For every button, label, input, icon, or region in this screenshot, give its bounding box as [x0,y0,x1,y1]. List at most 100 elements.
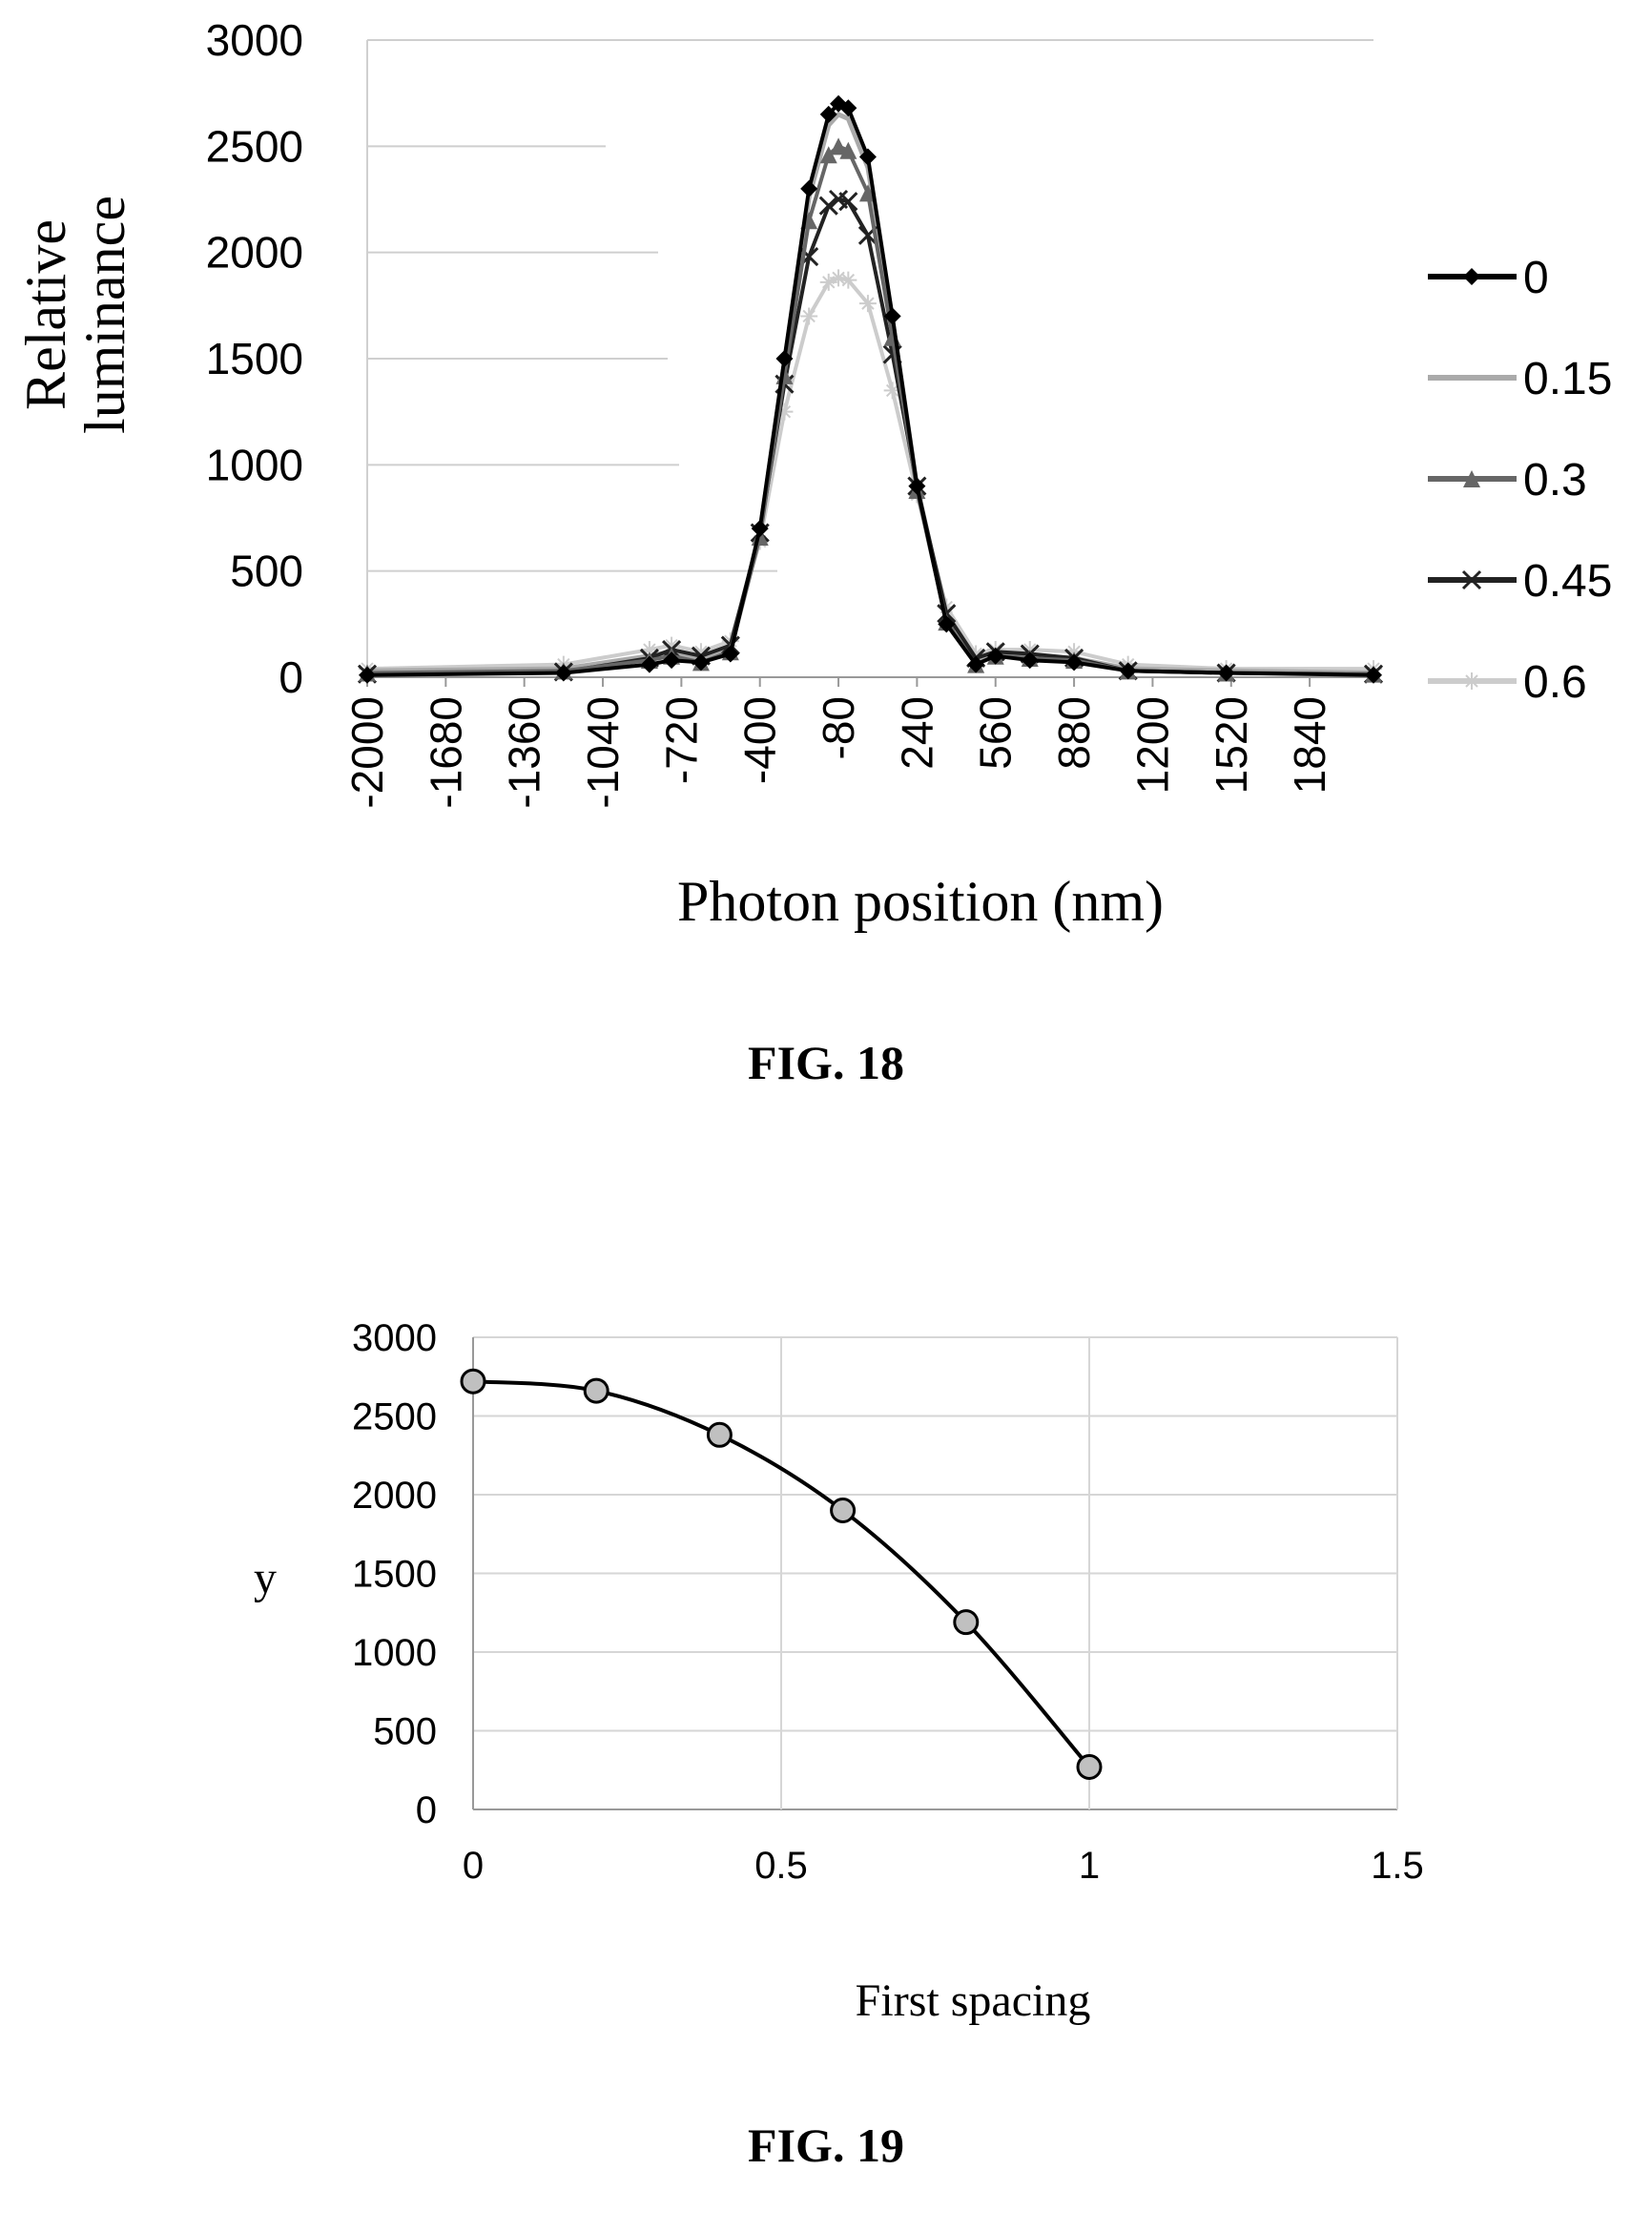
fig18-x-tick-label: 240 [892,696,941,770]
fig19-y-tick-label: 2000 [352,1475,437,1517]
fig18-y-tick-label: 0 [279,652,303,702]
fig18-y-axis-label-line1: Relative [14,219,77,410]
fig19-y-tick-label: 2500 [352,1396,437,1438]
fig18-series-0.6 [359,269,1382,678]
data-point-marker [1021,651,1039,670]
data-point-marker [800,307,818,325]
fig18-legend-item: 0.15 [1428,354,1612,404]
fig18-legend-label: 0.15 [1523,354,1612,404]
fig19-data-point [1076,1753,1103,1780]
fig19-x-tick-label: 1 [1079,1845,1100,1887]
fig18-x-tick-label: -80 [814,696,863,759]
fig18-x-tick-label: 1200 [1127,696,1177,794]
fig18-series-0.3 [359,137,1382,683]
data-point-marker [839,99,857,117]
data-point-marker [1463,470,1480,487]
fig18-x-tick-label: -400 [735,696,785,784]
fig18-y-tick-label: 1500 [206,334,303,383]
fig18-legend-item: 0.6 [1428,657,1587,708]
data-point-marker [1463,268,1480,285]
data-point-marker [858,295,877,313]
fig18-series-line [366,276,1373,672]
fig18-x-tick-label: -720 [656,696,706,784]
data-point-marker [692,643,710,661]
data-point-marker [663,636,681,654]
data-point-marker [858,148,877,166]
data-point-marker [830,269,848,287]
data-point-marker [967,655,985,673]
fig19-y-axis-label: y [254,1553,277,1603]
fig19-y-tick-label: 1000 [352,1632,437,1674]
fig18-legend-item: 0.45 [1428,556,1612,607]
data-point-marker [839,271,857,289]
data-point-marker [967,645,985,663]
data-point-marker [819,273,837,291]
data-point-marker [554,664,572,682]
fig18-gridlines [366,39,1373,678]
fig18-series-group [357,94,1384,684]
fig18-y-tick-labels: 0 500 1000 1500 2000 2500 3000 [206,15,303,702]
fig19-data-point [953,1609,980,1636]
data-point-marker [1365,666,1382,684]
data-point-marker [800,179,818,197]
fig19-data-point [583,1377,609,1404]
fig18-series-line [366,197,1374,676]
fig19-data-point [706,1421,733,1448]
data-point-marker [751,520,769,538]
fig18-y-tick-label: 2500 [206,121,303,171]
fig19-y-tick-label: 1500 [352,1554,437,1596]
fig19-y-tick-label: 3000 [352,1317,437,1359]
fig18-x-tick-labels: -2000 -1680 -1360 -1040 -720 -400 -80 240 560 880… [342,677,1334,809]
fig19-x-axis-label: First spacing [856,1975,1091,2026]
data-point-marker [830,137,848,155]
data-point-marker [819,105,837,123]
data-point-marker [640,641,658,659]
fig19-series [460,1368,1103,1780]
fig18-legend-item: 0.3 [1428,455,1587,506]
fig19-x-tick-label: 0 [463,1845,484,1887]
data-point-marker [839,141,857,159]
fig18-x-tick-label: 560 [971,696,1021,770]
fig18-legend-item: 0 [1428,253,1549,303]
data-point-marker [775,403,794,421]
fig19-caption: FIG. 19 [748,2118,904,2172]
fig18-y-tick-label: 1000 [206,440,303,489]
fig18-x-tick-label: 1520 [1207,696,1256,794]
fig18-legend-label: 0.3 [1523,455,1587,506]
fig19-x-tick-label: 1.5 [1371,1845,1424,1887]
fig18-legend-label: 0.45 [1523,556,1612,607]
data-point-marker [721,645,739,663]
data-point-marker [883,382,901,400]
data-point-marker [775,350,794,367]
data-point-marker [640,655,658,673]
fig18-x-axis-label: Photon position (nm) [677,870,1164,933]
fig18-series-0.45 [357,189,1384,684]
fig18-caption: FIG. 18 [748,1036,904,1089]
fig18-x-tick-label: 880 [1049,696,1099,770]
fig18-y-tick-label: 2000 [206,228,303,278]
fig18-legend-label: 0.6 [1523,657,1587,708]
fig18-legend: 0 0.15 0.3 0.45 0.6 [1428,253,1612,708]
data-point-marker [1463,672,1480,690]
fig18-series-0 [359,94,1382,684]
data-point-marker [359,666,376,684]
data-point-marker [1065,653,1084,672]
fig19-gridlines [472,1336,1398,1810]
data-point-marker [1461,569,1482,590]
fig18-x-tick-label: -1360 [500,696,549,809]
data-point-marker [663,651,681,670]
fig19-data-point [460,1368,486,1395]
fig19-y-tick-labels: 0 500 1000 1500 2000 2500 3000 [352,1317,437,1831]
fig19-x-tick-label: 0.5 [754,1845,808,1887]
fig19-chart: 0 500 1000 1500 2000 2500 3000 0 0.5 1 1.5 First … [254,1317,1424,2026]
fig18-y-tick-label: 500 [230,547,303,596]
data-point-marker [1119,662,1137,680]
data-point-marker [1217,664,1235,682]
fig18-x-tick-label: -2000 [342,696,392,809]
fig19-y-tick-label: 0 [416,1789,437,1831]
data-point-marker [838,192,858,212]
fig18-chart: 0 500 1000 1500 2000 2500 3000 -2000 -1680 -1360… [14,15,1612,933]
fig18-y-tick-label: 3000 [206,15,303,65]
fig18-legend-label: 0 [1523,253,1549,303]
data-point-marker [692,653,710,672]
